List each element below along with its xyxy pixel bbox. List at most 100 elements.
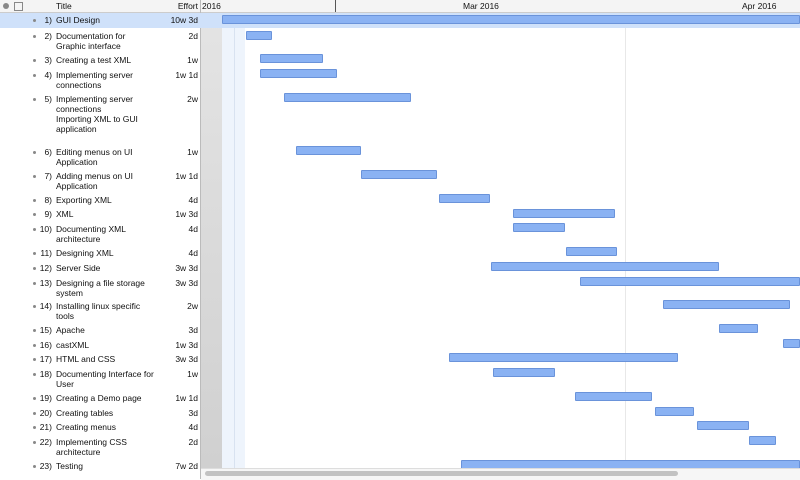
task-effort[interactable]: 7w 2d bbox=[175, 461, 198, 471]
task-effort[interactable]: 1w 3d bbox=[175, 340, 198, 350]
task-number: 11) bbox=[40, 248, 52, 258]
task-effort[interactable]: 2w bbox=[187, 94, 198, 104]
task-title[interactable]: Editing menus on UI Application bbox=[56, 147, 133, 167]
task-title[interactable]: Designing a file storage system bbox=[56, 278, 145, 298]
task-title[interactable]: Exporting XML bbox=[56, 195, 112, 205]
task-title[interactable]: Documenting XML architecture bbox=[56, 224, 126, 244]
task-number: 14) bbox=[39, 301, 52, 311]
task-effort[interactable]: 10w 3d bbox=[170, 15, 198, 25]
task-bar[interactable] bbox=[783, 339, 800, 348]
task-bar[interactable] bbox=[260, 69, 337, 78]
task-title[interactable]: Creating tables bbox=[56, 408, 114, 418]
task-title[interactable]: Implementing server connections Importin… bbox=[56, 94, 138, 134]
row-bullet bbox=[33, 357, 36, 361]
task-bar[interactable] bbox=[222, 15, 800, 24]
task-bar[interactable] bbox=[566, 247, 617, 256]
task-title[interactable]: HTML and CSS bbox=[56, 354, 116, 364]
task-title[interactable]: GUI Design bbox=[56, 15, 100, 25]
task-effort[interactable]: 2d bbox=[188, 437, 198, 447]
checkbox-icon[interactable] bbox=[14, 2, 23, 11]
header-divider bbox=[335, 0, 336, 12]
task-effort[interactable]: 3w 3d bbox=[175, 263, 198, 273]
task-title[interactable]: Implementing server connections bbox=[56, 70, 134, 90]
task-number: 21) bbox=[39, 422, 52, 432]
outline-icon[interactable] bbox=[3, 3, 9, 9]
task-effort[interactable]: 4d bbox=[188, 195, 198, 205]
task-effort[interactable]: 1w bbox=[187, 369, 198, 379]
task-number: 8) bbox=[44, 195, 52, 205]
row-bullet bbox=[33, 150, 36, 154]
task-effort[interactable]: 3w 3d bbox=[175, 354, 198, 364]
task-title[interactable]: Creating menus bbox=[56, 422, 117, 432]
task-title[interactable]: castXML bbox=[56, 340, 90, 350]
task-effort[interactable]: 4d bbox=[188, 248, 198, 258]
task-title[interactable]: Adding menus on UI Application bbox=[56, 171, 134, 191]
task-title[interactable]: Designing XML bbox=[56, 248, 114, 258]
task-effort[interactable]: 1w bbox=[187, 55, 198, 65]
task-bar[interactable] bbox=[697, 421, 749, 430]
task-effort[interactable]: 2w bbox=[187, 301, 198, 311]
task-effort[interactable]: 3d bbox=[188, 325, 198, 335]
row-bullet bbox=[33, 266, 36, 270]
task-title[interactable]: XML bbox=[56, 209, 74, 219]
task-bar[interactable] bbox=[749, 436, 776, 445]
task-number: 13) bbox=[39, 278, 52, 288]
task-effort[interactable]: 1w 3d bbox=[175, 209, 198, 219]
task-bar[interactable] bbox=[246, 31, 272, 40]
row-bullet bbox=[33, 73, 36, 77]
task-title[interactable]: Creating a Demo page bbox=[56, 393, 142, 403]
row-bullet bbox=[33, 251, 36, 255]
task-effort[interactable]: 4d bbox=[188, 224, 198, 234]
task-title[interactable]: Implementing CSS architecture bbox=[56, 437, 127, 457]
task-bar[interactable] bbox=[491, 262, 719, 271]
task-effort[interactable]: 1w bbox=[187, 147, 198, 157]
task-bar[interactable] bbox=[260, 54, 323, 63]
task-title[interactable]: Testing bbox=[56, 461, 83, 471]
task-bar[interactable] bbox=[284, 93, 411, 102]
task-number: 10) bbox=[39, 224, 52, 234]
task-effort[interactable]: 1w 1d bbox=[175, 171, 198, 181]
task-effort[interactable]: 4d bbox=[188, 422, 198, 432]
task-effort[interactable]: 1w 1d bbox=[175, 70, 198, 80]
row-bullet bbox=[33, 440, 36, 444]
task-title[interactable]: Installing linux specific tools bbox=[56, 301, 141, 321]
task-title[interactable]: Documentation for Graphic interface bbox=[56, 31, 126, 51]
task-number: 1) bbox=[44, 15, 52, 25]
task-bar[interactable] bbox=[513, 209, 615, 218]
task-bar[interactable] bbox=[361, 170, 437, 179]
task-number: 4) bbox=[44, 70, 52, 80]
effort-header[interactable]: Effort bbox=[177, 1, 198, 11]
task-bar[interactable] bbox=[719, 324, 758, 333]
task-effort[interactable]: 2d bbox=[188, 31, 198, 41]
task-bar[interactable] bbox=[655, 407, 694, 416]
header-bar bbox=[0, 0, 800, 13]
task-bar[interactable] bbox=[575, 392, 652, 401]
task-bar[interactable] bbox=[663, 300, 790, 309]
row-bullet bbox=[33, 396, 36, 400]
task-effort[interactable]: 1w 1d bbox=[175, 393, 198, 403]
pane-divider bbox=[200, 0, 201, 479]
task-bar[interactable] bbox=[513, 223, 565, 232]
task-bar[interactable] bbox=[449, 353, 678, 362]
month-label: Mar 2016 bbox=[463, 1, 499, 11]
task-title[interactable]: Documenting Interface for User bbox=[56, 369, 154, 389]
task-number: 9) bbox=[44, 209, 52, 219]
task-title[interactable]: Server Side bbox=[56, 263, 101, 273]
row-bullet bbox=[33, 198, 36, 202]
row-bullet bbox=[33, 425, 36, 429]
task-bar[interactable] bbox=[296, 146, 361, 155]
task-bar[interactable] bbox=[439, 194, 490, 203]
task-number: 12) bbox=[39, 263, 52, 273]
task-bar[interactable] bbox=[493, 368, 555, 377]
task-title[interactable]: Apache bbox=[56, 325, 85, 335]
task-bar[interactable] bbox=[580, 277, 800, 286]
row-bullet bbox=[33, 372, 36, 376]
task-effort[interactable]: 3d bbox=[188, 408, 198, 418]
title-header[interactable]: Title bbox=[56, 1, 72, 11]
scrollbar-thumb[interactable] bbox=[205, 471, 678, 476]
task-title[interactable]: Creating a test XML bbox=[56, 55, 132, 65]
task-number: 17) bbox=[39, 354, 52, 364]
month-label: Apr 2016 bbox=[742, 1, 777, 11]
task-effort[interactable]: 3w 3d bbox=[175, 278, 198, 288]
